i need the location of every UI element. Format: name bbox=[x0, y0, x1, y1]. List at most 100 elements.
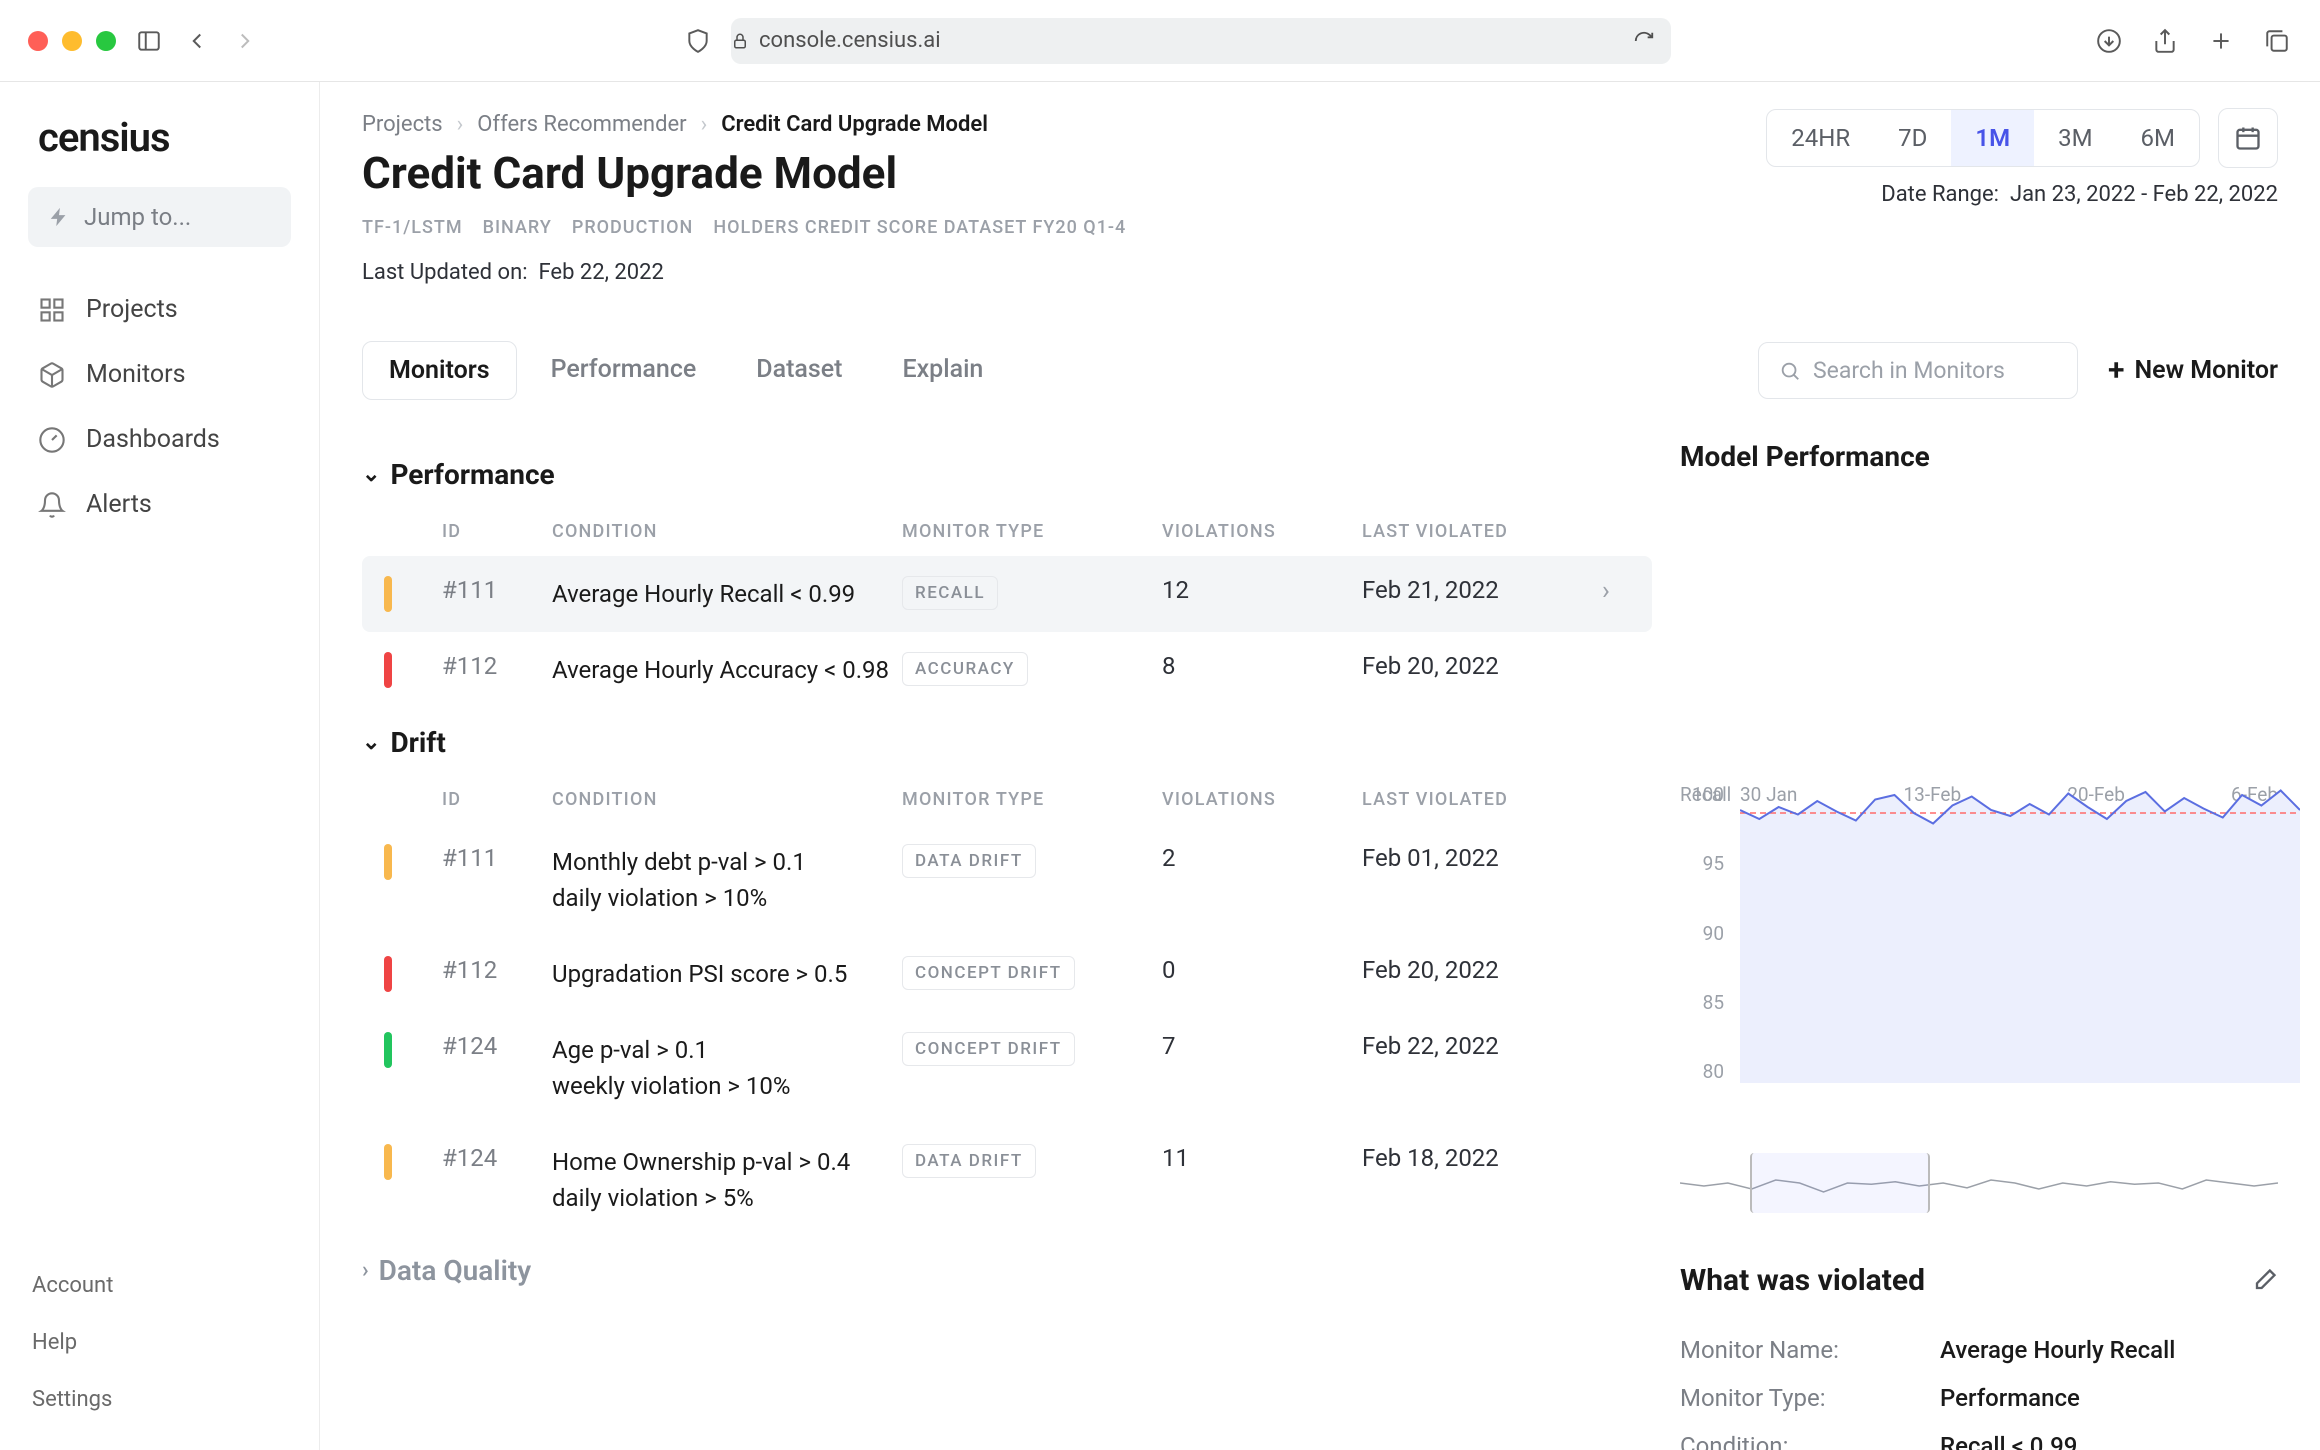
close-window[interactable] bbox=[28, 31, 48, 51]
nav-label: Alerts bbox=[86, 490, 152, 519]
table-header: IDCONDITIONMONITOR TYPEVIOLATIONSLAST VI… bbox=[362, 507, 1652, 556]
crumb-projects[interactable]: Projects bbox=[362, 112, 443, 137]
last-violated: Feb 20, 2022 bbox=[1362, 956, 1602, 984]
monitor-row[interactable]: #111Average Hourly Recall < 0.99RECALL12… bbox=[362, 556, 1652, 632]
section-data-quality[interactable]: ›Data Quality bbox=[362, 1254, 1652, 1287]
sidebar-item-monitors[interactable]: Monitors bbox=[28, 342, 291, 407]
tabs: MonitorsPerformanceDatasetExplain Search… bbox=[362, 341, 2278, 400]
violated-key: Condition: bbox=[1680, 1432, 1940, 1450]
calendar-button[interactable] bbox=[2218, 108, 2278, 168]
new-tab-icon[interactable] bbox=[2206, 26, 2236, 56]
last-violated: Feb 01, 2022 bbox=[1362, 844, 1602, 872]
violated-value: Performance bbox=[1940, 1384, 2080, 1412]
col-header: ID bbox=[442, 789, 552, 810]
maximize-window[interactable] bbox=[96, 31, 116, 51]
edit-icon[interactable] bbox=[2250, 1267, 2278, 1295]
last-updated-value: Feb 22, 2022 bbox=[539, 260, 664, 285]
y-tick: 95 bbox=[1680, 852, 1724, 875]
tabs-icon[interactable] bbox=[2262, 26, 2292, 56]
sidebar-footer-settings[interactable]: Settings bbox=[28, 1377, 291, 1422]
mini-chart-selection[interactable] bbox=[1750, 1153, 1930, 1213]
tab-explain[interactable]: Explain bbox=[876, 341, 1009, 400]
violations-count: 0 bbox=[1162, 956, 1362, 984]
range-24hr[interactable]: 24HR bbox=[1767, 110, 1874, 166]
monitor-row[interactable]: #111Monthly debt p-val > 0.1daily violat… bbox=[362, 824, 1652, 936]
monitor-type-tag: ACCURACY bbox=[902, 652, 1028, 686]
monitor-type-tag: CONCEPT DRIFT bbox=[902, 1032, 1075, 1066]
chevron-right-icon: › bbox=[1602, 576, 1652, 606]
last-violated: Feb 21, 2022 bbox=[1362, 576, 1602, 604]
violations-count: 11 bbox=[1162, 1144, 1362, 1172]
col-header: VIOLATIONS bbox=[1162, 521, 1362, 542]
sidebar-item-alerts[interactable]: Alerts bbox=[28, 472, 291, 537]
range-1m[interactable]: 1M bbox=[1951, 110, 2034, 166]
range-button-group: 24HR7D1M3M6M bbox=[1766, 109, 2200, 167]
sidebar-item-projects[interactable]: Projects bbox=[28, 277, 291, 342]
violated-value: Recall < 0.99 bbox=[1940, 1432, 2077, 1450]
chevron-right-icon: › bbox=[701, 112, 708, 137]
monitor-row[interactable]: #124Home Ownership p-val > 0.4daily viol… bbox=[362, 1124, 1652, 1236]
monitor-row[interactable]: #124Age p-val > 0.1weekly violation > 10… bbox=[362, 1012, 1652, 1124]
col-header: VIOLATIONS bbox=[1162, 789, 1362, 810]
tab-dataset[interactable]: Dataset bbox=[730, 341, 868, 400]
back-icon[interactable] bbox=[182, 26, 212, 56]
plus-icon: + bbox=[2108, 353, 2125, 388]
monitor-condition: Average Hourly Accuracy < 0.98 bbox=[552, 652, 902, 688]
shield-icon[interactable] bbox=[683, 26, 713, 56]
url-text: console.censius.ai bbox=[759, 28, 941, 53]
section-performance[interactable]: ⌄ Performance bbox=[362, 458, 1652, 491]
monitor-id: #112 bbox=[442, 956, 552, 984]
model-badge: TF-1/LSTM bbox=[362, 217, 463, 238]
detail-panel: Model Performance 10095908580 Recall30 J… bbox=[1680, 440, 2278, 1450]
crumb-project[interactable]: Offers Recommender bbox=[477, 112, 686, 137]
nav-label: Dashboards bbox=[86, 425, 220, 454]
section-label: Performance bbox=[390, 458, 554, 491]
section-drift[interactable]: ⌄Drift bbox=[362, 726, 1652, 759]
monitor-row[interactable]: #112Upgradation PSI score > 0.5CONCEPT D… bbox=[362, 936, 1652, 1012]
jump-placeholder: Jump to... bbox=[84, 203, 191, 231]
box-icon bbox=[38, 361, 66, 389]
forward-icon[interactable] bbox=[230, 26, 260, 56]
violated-row: Monitor Type:Performance bbox=[1680, 1374, 2278, 1422]
sidebar-footer-account[interactable]: Account bbox=[28, 1263, 291, 1308]
sidebar-footer-help[interactable]: Help bbox=[28, 1320, 291, 1365]
col-header: MONITOR TYPE bbox=[902, 789, 1162, 810]
monitor-id: #124 bbox=[442, 1032, 552, 1060]
status-bar bbox=[384, 576, 392, 612]
chart-svg bbox=[1740, 783, 2300, 1083]
range-3m[interactable]: 3M bbox=[2034, 110, 2116, 166]
mini-chart[interactable] bbox=[1680, 1153, 2278, 1213]
sidebar-toggle-icon[interactable] bbox=[134, 26, 164, 56]
violations-count: 8 bbox=[1162, 652, 1362, 680]
search-icon bbox=[1779, 360, 1801, 382]
y-tick: 80 bbox=[1680, 1060, 1724, 1083]
range-6m[interactable]: 6M bbox=[2117, 110, 2199, 166]
sidebar-item-dashboards[interactable]: Dashboards bbox=[28, 407, 291, 472]
calendar-icon bbox=[2234, 124, 2262, 152]
table-header: IDCONDITIONMONITOR TYPEVIOLATIONSLAST VI… bbox=[362, 775, 1652, 824]
search-input[interactable]: Search in Monitors bbox=[1758, 342, 2078, 399]
range-7d[interactable]: 7D bbox=[1874, 110, 1951, 166]
nav-label: Projects bbox=[86, 295, 178, 324]
new-monitor-button[interactable]: + New Monitor bbox=[2108, 353, 2278, 388]
minimize-window[interactable] bbox=[62, 31, 82, 51]
status-bar bbox=[384, 956, 392, 992]
col-header: ID bbox=[442, 521, 552, 542]
col-header: CONDITION bbox=[552, 521, 902, 542]
tab-monitors[interactable]: Monitors bbox=[362, 341, 517, 400]
violated-row: Condition:Recall < 0.99 bbox=[1680, 1422, 2278, 1450]
share-icon[interactable] bbox=[2150, 26, 2180, 56]
chevron-icon: ⌄ bbox=[362, 462, 380, 487]
monitor-condition: Home Ownership p-val > 0.4daily violatio… bbox=[552, 1144, 902, 1216]
url-bar[interactable]: console.censius.ai bbox=[731, 18, 1671, 64]
last-violated: Feb 18, 2022 bbox=[1362, 1144, 1602, 1172]
browser-chrome: console.censius.ai bbox=[0, 0, 2320, 82]
reload-icon[interactable] bbox=[1633, 30, 1655, 52]
monitors-list: ⌄PerformanceIDCONDITIONMONITOR TYPEVIOLA… bbox=[362, 440, 1652, 1450]
monitor-row[interactable]: #112Average Hourly Accuracy < 0.98ACCURA… bbox=[362, 632, 1652, 708]
downloads-icon[interactable] bbox=[2094, 26, 2124, 56]
tab-performance[interactable]: Performance bbox=[525, 341, 723, 400]
jump-to-input[interactable]: Jump to... bbox=[28, 187, 291, 247]
gauge-icon bbox=[38, 426, 66, 454]
search-placeholder: Search in Monitors bbox=[1813, 357, 2005, 384]
